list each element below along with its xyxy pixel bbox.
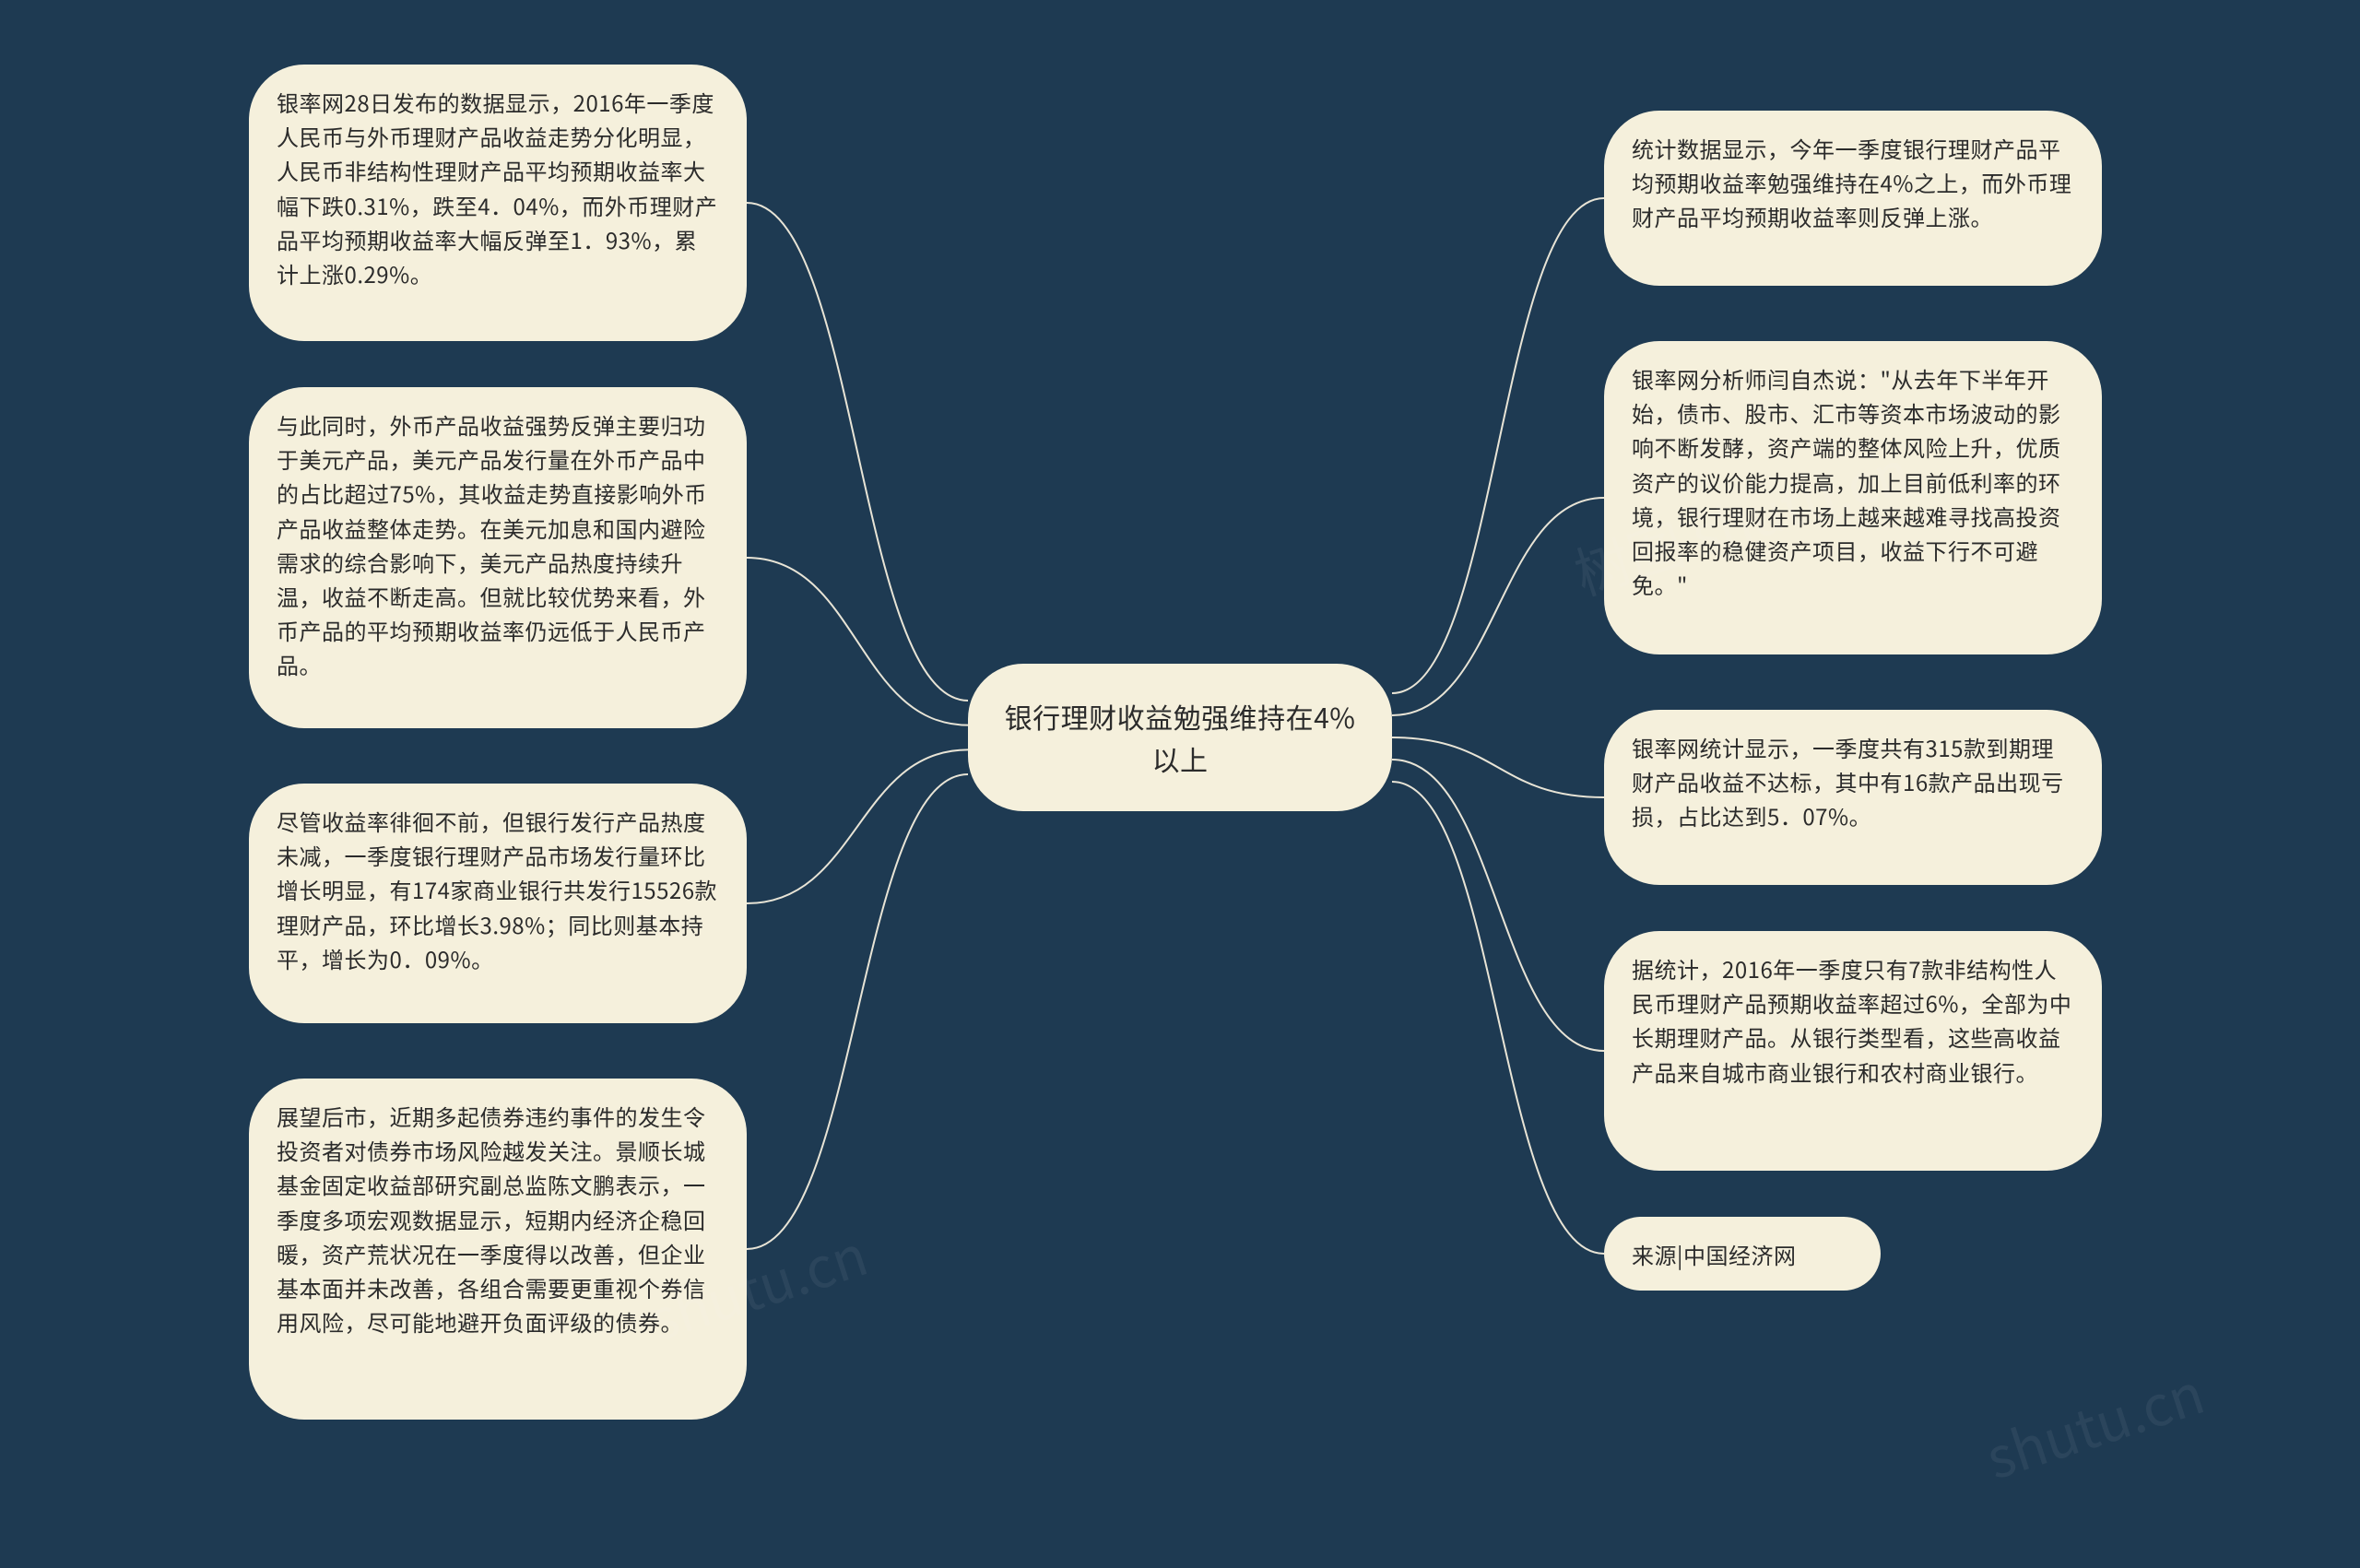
center-node[interactable]: 银行理财收益勉强维持在4%以上 <box>968 664 1392 811</box>
node-L3[interactable]: 尽管收益率徘徊不前，但银行发行产品热度未减，一季度银行理财产品市场发行量环比增长… <box>249 784 747 1023</box>
node-L4[interactable]: 展望后市，近期多起债券违约事件的发生令投资者对债券市场风险越发关注。景顺长城基金… <box>249 1079 747 1420</box>
node-R4[interactable]: 据统计，2016年一季度只有7款非结构性人民币理财产品预期收益率超过6%，全部为… <box>1604 931 2102 1171</box>
node-R3[interactable]: 银率网统计显示，一季度共有315款到期理财产品收益不达标，其中有16款产品出现亏… <box>1604 710 2102 885</box>
node-R5[interactable]: 来源|中国经济网 <box>1604 1217 1881 1291</box>
node-L1[interactable]: 银率网28日发布的数据显示，2016年一季度人民币与外币理财产品收益走势分化明显… <box>249 65 747 341</box>
node-R2[interactable]: 银率网分析师闫自杰说："从去年下半年开始，债市、股市、汇市等资本市场波动的影响不… <box>1604 341 2102 654</box>
mindmap-canvas: 银行理财收益勉强维持在4%以上 银率网28日发布的数据显示，2016年一季度人民币… <box>0 0 2360 1568</box>
node-L2[interactable]: 与此同时，外币产品收益强势反弹主要归功于美元产品，美元产品发行量在外币产品中的占… <box>249 387 747 728</box>
node-R1[interactable]: 统计数据显示，今年一季度银行理财产品平均预期收益率勉强维持在4%之上，而外币理财… <box>1604 111 2102 286</box>
